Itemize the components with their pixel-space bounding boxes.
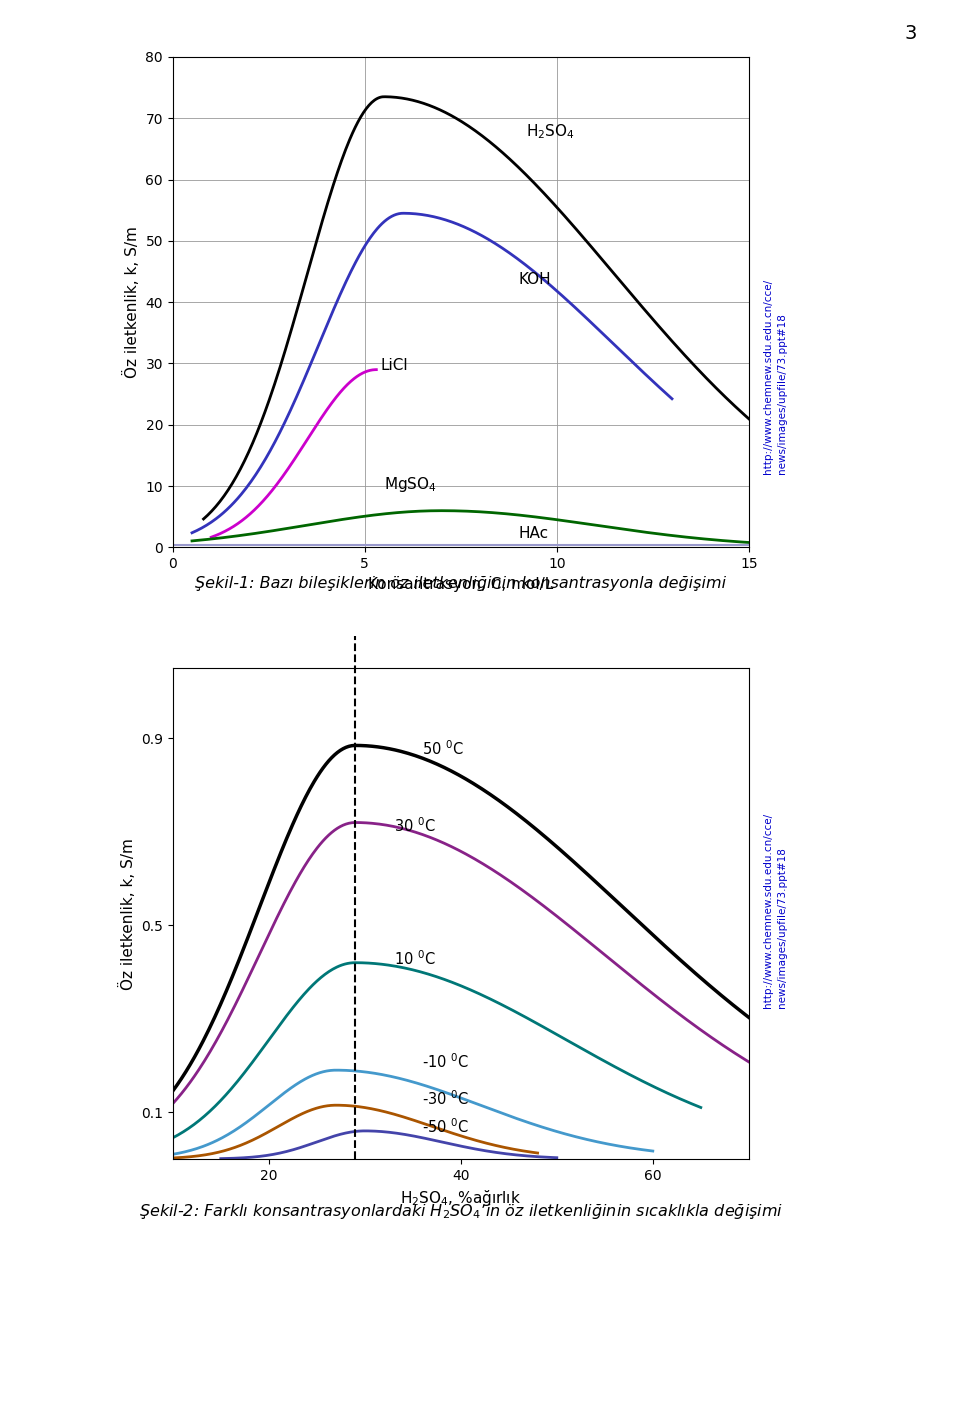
Text: KOH: KOH (518, 272, 551, 287)
Y-axis label: Öz iletkenlik, k, S/m: Öz iletkenlik, k, S/m (118, 838, 135, 990)
Text: MgSO$_4$: MgSO$_4$ (384, 475, 437, 495)
X-axis label: H$_2$SO$_4$, %ağırlık: H$_2$SO$_4$, %ağırlık (400, 1189, 521, 1209)
Text: http://www.chemnew.sdu.edu.cn/cce/
news/images/upfile/73.ppt#18: http://www.chemnew.sdu.edu.cn/cce/ news/… (763, 279, 787, 475)
X-axis label: Konsantrasyon, C, mol/L: Konsantrasyon, C, mol/L (369, 577, 553, 592)
Text: -10 $^0$C: -10 $^0$C (422, 1052, 469, 1071)
Text: http://www.chemnew.sdu.edu.cn/cce/
news/images/upfile/73.ppt#18: http://www.chemnew.sdu.edu.cn/cce/ news/… (763, 812, 787, 1008)
Text: H$_2$SO$_4$: H$_2$SO$_4$ (526, 122, 575, 141)
Text: -30 $^0$C: -30 $^0$C (422, 1089, 469, 1108)
Text: Şekil-2: Farklı konsantrasyonlardaki H$_2$SO$_4$’in öz iletkenliğinin sıcaklıkla: Şekil-2: Farklı konsantrasyonlardaki H$_… (138, 1202, 783, 1220)
Y-axis label: Öz iletkenlik, k, S/m: Öz iletkenlik, k, S/m (123, 226, 140, 378)
Text: 3: 3 (904, 24, 917, 43)
Text: Şekil-1: Bazı bileşiklerin öz iletkenliğinin konsantrasyonla değişimi: Şekil-1: Bazı bileşiklerin öz iletkenliğ… (195, 576, 727, 592)
Text: HAc: HAc (518, 526, 548, 542)
Text: 50 $^0$C: 50 $^0$C (422, 739, 465, 758)
Text: 30 $^0$C: 30 $^0$C (394, 816, 436, 835)
Text: -50 $^0$C: -50 $^0$C (422, 1118, 469, 1136)
Text: 10 $^0$C: 10 $^0$C (394, 950, 436, 968)
Text: LiCl: LiCl (380, 357, 408, 373)
